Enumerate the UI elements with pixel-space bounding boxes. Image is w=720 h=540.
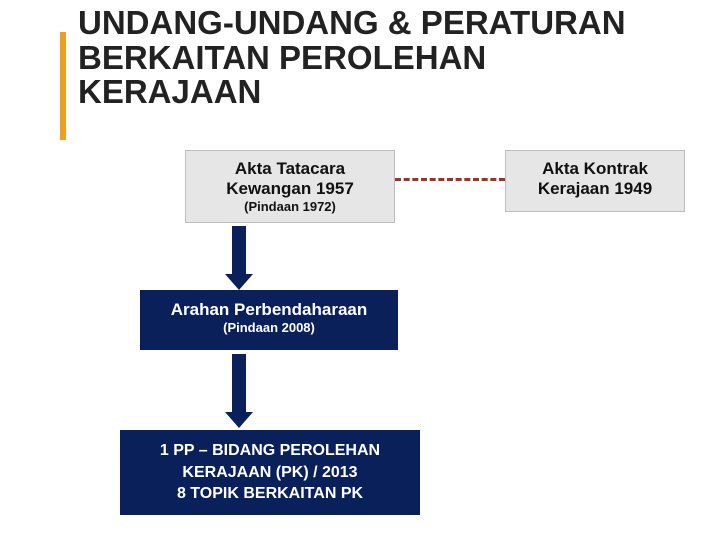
- node-akta-tatacara-sub: (Pindaan 1972): [198, 199, 382, 214]
- page-title: UNDANG-UNDANG & PERATURAN BERKAITAN PERO…: [78, 6, 678, 110]
- node-akta-kontrak: Akta Kontrak Kerajaan 1949: [505, 150, 685, 212]
- node-pp-line3: 8 TOPIK BERKAITAN PK: [134, 483, 406, 505]
- connector-tatacara-kontrak: [395, 178, 505, 181]
- node-akta-kontrak-line1: Akta Kontrak: [518, 159, 672, 179]
- node-arahan-line1: Arahan Perbendaharaan: [154, 300, 384, 320]
- arrow-shaft: [232, 226, 246, 274]
- title-accent-bar: [60, 32, 66, 140]
- arrow-tatacara-to-arahan: [225, 226, 253, 290]
- node-pp-line1: 1 PP – BIDANG PEROLEHAN: [134, 440, 406, 462]
- arrow-head-down-icon: [225, 412, 253, 428]
- node-akta-kontrak-line2: Kerajaan 1949: [518, 179, 672, 199]
- node-arahan-perbendaharaan: Arahan Perbendaharaan (Pindaan 2008): [140, 290, 398, 350]
- arrow-shaft: [232, 354, 246, 412]
- node-akta-tatacara-line1: Akta Tatacara: [198, 159, 382, 179]
- node-arahan-sub: (Pindaan 2008): [154, 320, 384, 335]
- node-pp-line2: KERAJAAN (PK) / 2013: [134, 462, 406, 484]
- node-pp-bidang-perolehan: 1 PP – BIDANG PEROLEHAN KERAJAAN (PK) / …: [120, 430, 420, 515]
- arrow-arahan-to-pp: [225, 354, 253, 428]
- arrow-head-down-icon: [225, 274, 253, 290]
- node-akta-tatacara: Akta Tatacara Kewangan 1957 (Pindaan 197…: [185, 150, 395, 223]
- node-akta-tatacara-line2: Kewangan 1957: [198, 179, 382, 199]
